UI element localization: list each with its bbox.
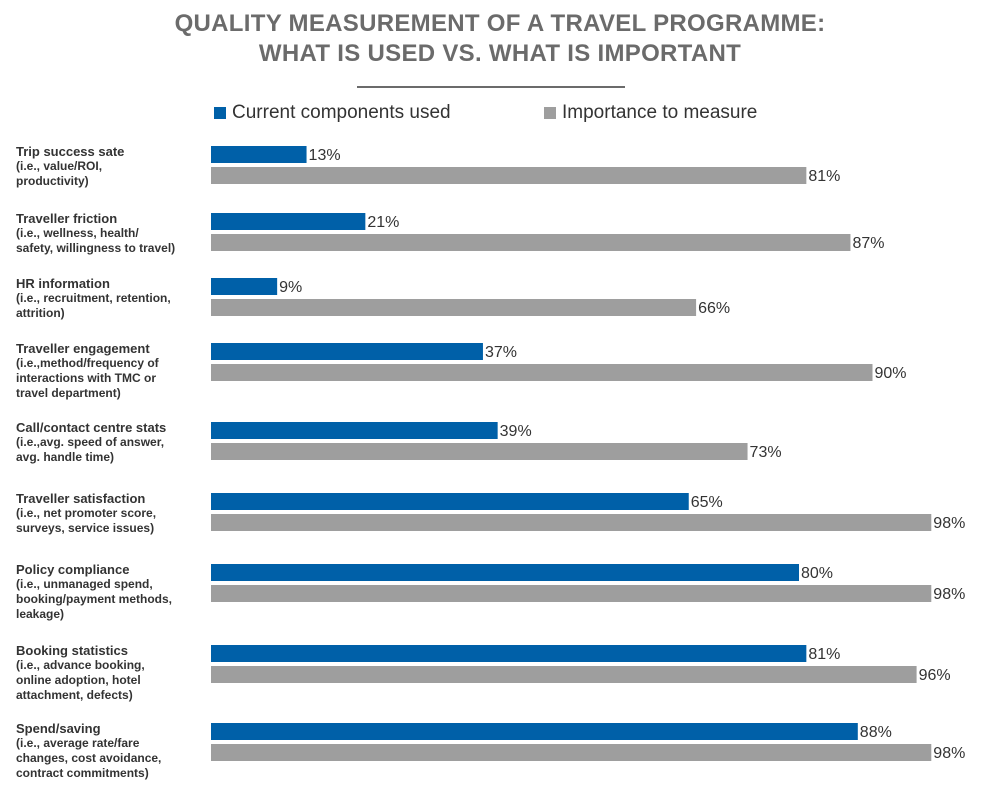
bar-importance-4 [211, 443, 748, 460]
legend-swatch-used [214, 107, 226, 119]
bar-label-importance-6: 98% [933, 586, 965, 603]
bar-used-0 [211, 146, 307, 163]
category-detail-line: (i.e.,avg. speed of answer, [16, 435, 165, 449]
bar-importance-7 [211, 666, 917, 683]
bar-importance-8 [211, 744, 932, 761]
title-underline [357, 86, 625, 88]
bar-label-importance-4: 73% [750, 444, 782, 461]
bar-label-importance-1: 87% [852, 235, 884, 252]
bar-used-5 [211, 493, 689, 510]
category-detail-line: travel department) [16, 386, 121, 400]
category-detail-line: productivity) [16, 174, 89, 188]
bar-label-used-4: 39% [500, 423, 532, 440]
category-detail-line: changes, cost avoidance, [16, 751, 162, 765]
bar-importance-3 [211, 364, 873, 381]
category-name: Policy compliance [16, 562, 130, 577]
bar-label-used-1: 21% [367, 214, 399, 231]
category-detail-line: safety, willingness to travel) [16, 241, 176, 255]
category-detail-line: (i.e., average rate/fare [16, 736, 140, 750]
bar-label-used-3: 37% [485, 344, 517, 361]
bar-used-7 [211, 645, 807, 662]
legend-label-used: Current components used [232, 102, 451, 123]
category-name: Trip success sate [16, 144, 125, 159]
category-label: Traveller satisfaction (i.e., net promote… [16, 491, 206, 536]
category-label: Policy compliance (i.e., unmanaged spend,… [16, 562, 206, 622]
bar-importance-2 [211, 299, 697, 316]
bar-label-importance-8: 98% [933, 745, 965, 762]
category-name: Traveller engagement [16, 341, 150, 356]
bar-used-4 [211, 422, 498, 439]
bar-used-6 [211, 564, 799, 581]
category-detail-line: attachment, defects) [16, 688, 133, 702]
bar-label-importance-5: 98% [933, 515, 965, 532]
category-detail-line: (i.e.,method/frequency of [16, 356, 159, 370]
bar-label-used-2: 9% [279, 279, 302, 296]
legend-swatch-importance [544, 107, 556, 119]
category-name: HR information [16, 276, 110, 291]
category-detail-line: interactions with TMC or [16, 371, 157, 385]
category-detail-line: contract commitments) [16, 766, 149, 780]
bar-used-3 [211, 343, 483, 360]
category-label: Spend/saving (i.e., average rate/fare chan… [16, 721, 206, 781]
category-detail-line: (i.e., net promoter score, [16, 506, 157, 520]
bar-importance-6 [211, 585, 932, 602]
category-name: Traveller satisfaction [16, 491, 146, 506]
bar-used-8 [211, 723, 858, 740]
category-detail-line: attrition) [16, 306, 65, 320]
bar-label-importance-0: 81% [808, 168, 840, 185]
bar-importance-0 [211, 167, 807, 184]
category-label: Booking statistics (i.e., advance booking… [16, 643, 206, 703]
bar-importance-5 [211, 514, 932, 531]
category-detail-line: surveys, service issues) [16, 521, 155, 535]
category-label: HR information (i.e., recruitment, retent… [16, 276, 206, 321]
category-detail-line: online adoption, hotel [16, 673, 141, 687]
bar-label-used-5: 65% [691, 494, 723, 511]
category-detail-line: avg. handle time) [16, 450, 115, 464]
bar-label-used-8: 88% [860, 724, 892, 741]
bar-label-used-7: 81% [808, 646, 840, 663]
category-detail-line: (i.e., unmanaged spend, [16, 577, 153, 591]
category-detail-line: (i.e., wellness, health/ [16, 226, 139, 240]
bar-label-importance-2: 66% [698, 300, 730, 317]
category-detail-line: booking/payment methods, [16, 592, 173, 606]
bar-importance-1 [211, 234, 851, 251]
chart-title-line-2: WHAT IS USED VS. WHAT IS IMPORTANT [258, 40, 742, 67]
bar-used-2 [211, 278, 278, 295]
legend-item-used: Current components used [214, 101, 451, 125]
legend-label-importance: Importance to measure [562, 102, 758, 123]
category-label: Traveller engagement (i.e.,method/frequen… [16, 341, 206, 401]
category-name: Traveller friction [16, 211, 118, 226]
bar-used-1 [211, 213, 366, 230]
category-label: Traveller friction (i.e., wellness, healt… [16, 211, 206, 256]
category-name: Booking statistics [16, 643, 128, 658]
bar-label-importance-3: 90% [875, 365, 907, 382]
category-label: Call/contact centre stats (i.e.,avg. spee… [16, 420, 206, 465]
category-name: Call/contact centre stats [16, 420, 167, 435]
category-detail-line: leakage) [16, 607, 65, 621]
legend-item-importance: Importance to measure [544, 101, 757, 125]
category-label: Trip success sate (i.e., value/ROI, produc… [16, 144, 206, 189]
bar-label-importance-7: 96% [919, 667, 951, 684]
category-detail-line: (i.e., recruitment, retention, [16, 291, 171, 305]
bar-label-used-6: 80% [801, 565, 833, 582]
category-detail-line: (i.e., value/ROI, [16, 159, 103, 173]
chart-title-line-1: QUALITY MEASUREMENT OF A TRAVEL PROGRAMM… [174, 10, 826, 37]
category-name: Spend/saving [16, 721, 101, 736]
category-detail-line: (i.e., advance booking, [16, 658, 145, 672]
bar-label-used-0: 13% [309, 147, 341, 164]
